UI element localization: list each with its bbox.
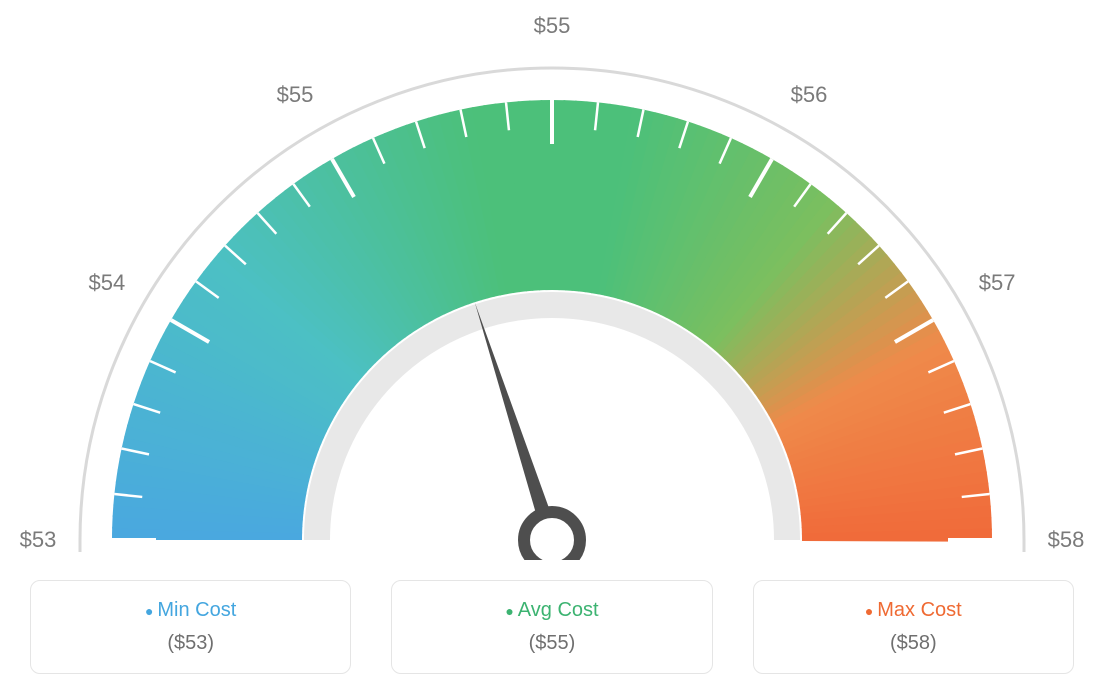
legend-max-label: Max Cost — [754, 599, 1073, 622]
legend-card-max: Max Cost ($58) — [753, 580, 1074, 674]
legend-max-value: ($58) — [754, 632, 1073, 655]
legend-min-label: Min Cost — [31, 599, 350, 622]
gauge-tick-label: $55 — [534, 13, 571, 39]
gauge-tick-label: $53 — [20, 527, 57, 553]
gauge-tick-label: $56 — [791, 82, 828, 108]
legend-avg-label: Avg Cost — [392, 599, 711, 622]
gauge-tick-label: $58 — [1048, 527, 1085, 553]
legend-row: Min Cost ($53) Avg Cost ($55) Max Cost (… — [0, 580, 1104, 674]
legend-min-value: ($53) — [31, 632, 350, 655]
legend-card-avg: Avg Cost ($55) — [391, 580, 712, 674]
gauge-tick-label: $57 — [979, 270, 1016, 296]
gauge-tick-label: $54 — [89, 270, 126, 296]
gauge-svg — [0, 0, 1104, 560]
gauge-tick-label: $55 — [277, 82, 314, 108]
cost-gauge-widget: $53 $54 $55 $55 $56 $57 $58 Min Cost ($53) Avg… — [0, 0, 1104, 690]
legend-avg-value: ($55) — [392, 632, 711, 655]
gauge-chart: $53 $54 $55 $55 $56 $57 $58 — [0, 0, 1104, 560]
legend-card-min: Min Cost ($53) — [30, 580, 351, 674]
